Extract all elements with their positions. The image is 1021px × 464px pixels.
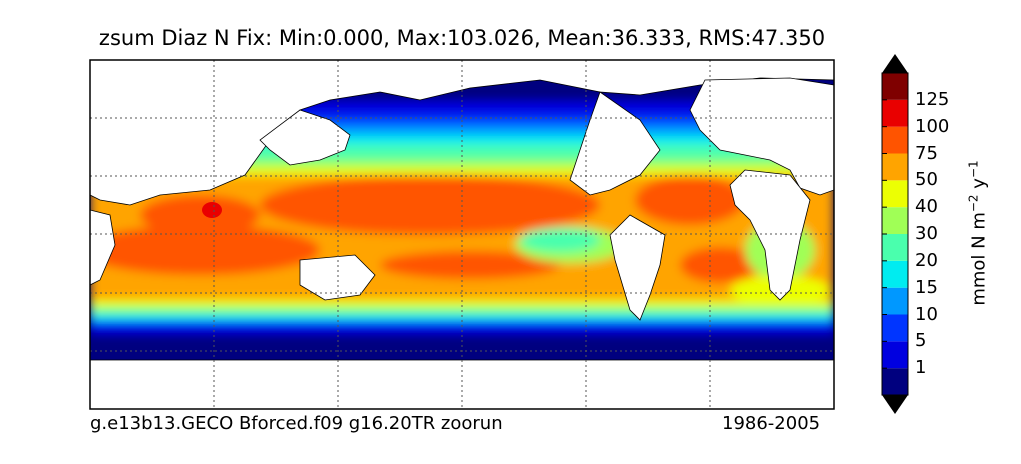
- colorbar-tick-label: 100: [915, 115, 950, 137]
- colorbar-extend-max: [882, 54, 908, 73]
- colorbar-swatch: [882, 180, 908, 208]
- colorbar-tick-label: 10: [915, 303, 938, 325]
- colorbar-swatch: [882, 153, 908, 181]
- map-frame: [89, 59, 835, 410]
- colorbar-tick-label: 40: [915, 196, 938, 218]
- colorbar-swatch: [882, 341, 908, 369]
- colorbar: [881, 54, 909, 414]
- colorbar-swatch: [882, 73, 908, 100]
- colorbar-swatch: [882, 207, 908, 234]
- colorbar-tick-label: 5: [915, 330, 927, 352]
- ocean-field: [90, 60, 834, 409]
- colorbar-tick-label: 50: [915, 169, 938, 191]
- colorbar-label: mmol N m−2 y−1: [966, 160, 990, 306]
- colorbar-swatch: [882, 99, 908, 127]
- colorbar-tick-label: 15: [915, 276, 938, 298]
- colorbar-swatch: [882, 314, 908, 342]
- colorbar-swatch: [882, 287, 908, 315]
- colorbar-tick-label: 30: [915, 223, 938, 244]
- colorbar-tick-label: 1: [915, 357, 927, 379]
- page-title: zsum Diaz N Fix: Min:0.000, Max:103.026,…: [98, 26, 826, 50]
- colorbar-swatch: [882, 234, 908, 261]
- colorbar-tick-label: 125: [915, 88, 950, 110]
- colorbar-extend-min: [882, 395, 908, 414]
- run-name: g.e13b13.GECO Bforced.f09 g16.20TR zooru…: [90, 413, 503, 434]
- colorbar-swatch: [882, 126, 908, 154]
- colorbar-tick-label: 75: [915, 142, 938, 164]
- date-range: 1986-2005: [722, 413, 821, 434]
- colorbar-tick-label: 20: [915, 249, 938, 271]
- colorbar-swatch: [882, 368, 908, 395]
- colorbar-swatch: [882, 260, 908, 288]
